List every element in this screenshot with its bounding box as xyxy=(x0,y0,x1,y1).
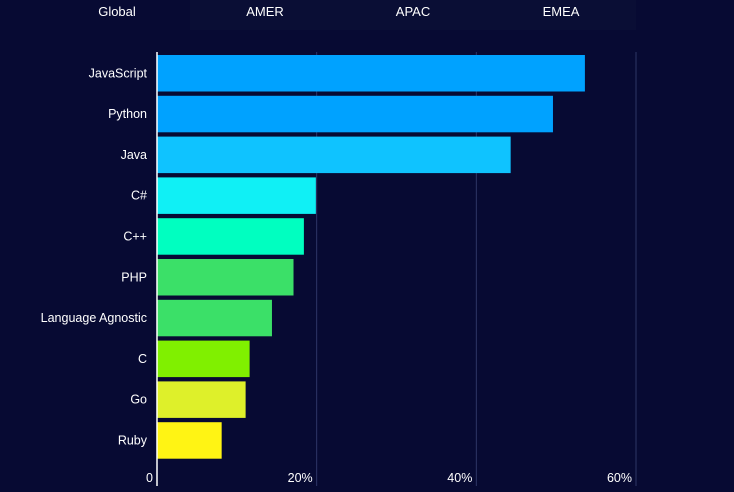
bar[interactable] xyxy=(157,259,294,296)
category-label: Python xyxy=(108,107,147,121)
bar[interactable] xyxy=(157,218,304,255)
category-label: Go xyxy=(130,393,147,407)
category-label: Ruby xyxy=(118,433,148,447)
region-tabs: Global AMER APAC EMEA xyxy=(44,0,636,30)
x-tick-label: 40% xyxy=(447,471,472,485)
tab-apac[interactable]: APAC xyxy=(340,0,486,30)
bar[interactable] xyxy=(157,55,585,92)
bar[interactable] xyxy=(157,299,272,337)
tab-amer[interactable]: AMER xyxy=(190,0,340,30)
category-label: PHP xyxy=(121,270,147,284)
tab-emea[interactable]: EMEA xyxy=(486,0,636,30)
category-label: Java xyxy=(121,148,147,162)
category-label: C++ xyxy=(123,229,147,243)
bar[interactable] xyxy=(157,340,250,378)
bar[interactable] xyxy=(157,136,511,174)
x-tick-label: 20% xyxy=(288,471,313,485)
tab-global[interactable]: Global xyxy=(44,0,190,30)
bar[interactable] xyxy=(157,95,553,133)
category-label: C xyxy=(138,352,147,366)
category-label: JavaScript xyxy=(89,66,148,80)
bar[interactable] xyxy=(157,381,246,418)
x-tick-label: 60% xyxy=(607,471,632,485)
category-label: C# xyxy=(131,189,147,203)
x-tick-label: 0 xyxy=(146,471,153,485)
bar[interactable] xyxy=(157,177,316,214)
category-label: Language Agnostic xyxy=(41,311,147,325)
bar[interactable] xyxy=(157,422,222,459)
